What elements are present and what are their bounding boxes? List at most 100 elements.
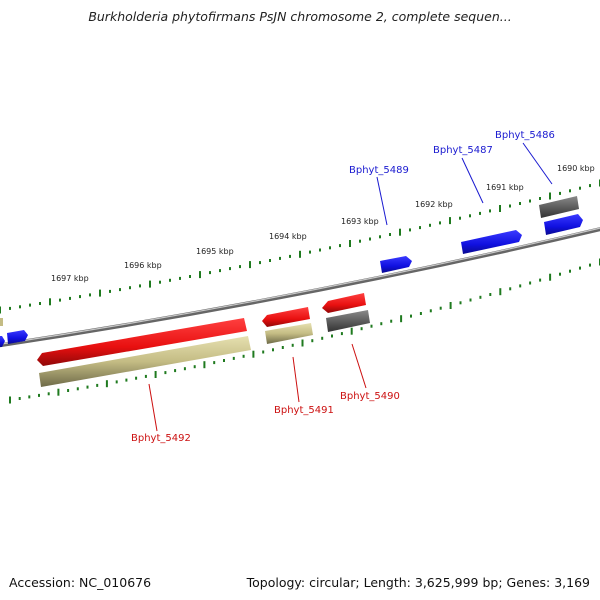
inner-tick-50 <box>499 288 502 296</box>
outer-tick-37 <box>369 237 371 241</box>
kbp-label-1692: 1692 kbp <box>415 200 453 209</box>
reverse-gene-bphyt-5492[interactable] <box>37 318 247 366</box>
outer-tick-47 <box>469 214 471 218</box>
inner-tick-30 <box>301 339 304 347</box>
inner-tick-6 <box>67 389 70 392</box>
inner-tick-58 <box>579 266 581 270</box>
kbp-label-1690: 1690 kbp <box>557 164 595 173</box>
outer-tick-57 <box>569 189 571 193</box>
inner-tick-42 <box>419 312 422 315</box>
reverse-gene-bphyt-5491[interactable] <box>262 307 310 327</box>
outer-tick-16 <box>159 280 161 284</box>
reverse-cds-bphyt-5492[interactable] <box>39 336 251 387</box>
pseudogene-bphyt-5490[interactable] <box>326 310 370 332</box>
inner-tick-54 <box>539 278 542 282</box>
khaki-fragment-left <box>0 318 3 326</box>
inner-tick-36 <box>360 327 363 331</box>
inner-tick-47 <box>469 298 472 302</box>
forward-gene-bphyt-5486[interactable] <box>544 214 583 235</box>
outer-tick-45 <box>449 217 451 225</box>
inner-tick-15 <box>154 371 157 378</box>
outer-tick-52 <box>519 202 521 205</box>
outer-tick-55 <box>549 192 551 200</box>
outer-tick-3 <box>29 303 31 307</box>
outer-tick-46 <box>459 216 461 220</box>
map-title: Burkholderia phytofirmans PsJN chromosom… <box>88 9 512 24</box>
outer-tick-2 <box>19 305 21 309</box>
leader-lines <box>148 142 553 432</box>
outer-tick-34 <box>339 244 341 248</box>
outer-tick-58 <box>579 186 581 190</box>
inner-tick-32 <box>321 336 324 340</box>
gene-label-bphyt-5486[interactable]: Bphyt_5486 <box>495 130 555 141</box>
reverse-cds-bphyt-5491[interactable] <box>265 323 313 344</box>
gene-label-bphyt-5492[interactable]: Bphyt_5492 <box>131 433 191 444</box>
inner-tick-27 <box>272 348 274 352</box>
outer-tick-12 <box>119 288 121 292</box>
outer-tick-29 <box>289 254 291 258</box>
outer-tick-42 <box>419 226 421 230</box>
gene-label-bphyt-5487[interactable]: Bphyt_5487 <box>433 145 493 156</box>
outer-tick-0 <box>0 306 1 314</box>
inner-tick-52 <box>519 284 522 288</box>
inner-tick-57 <box>569 269 571 273</box>
inner-tick-48 <box>479 295 482 299</box>
accession-text: Accession: NC_010676 <box>9 575 152 590</box>
inner-tick-33 <box>331 334 333 338</box>
outer-tick-38 <box>379 235 381 239</box>
kbp-label-1695: 1695 kbp <box>196 247 234 256</box>
outer-tick-9 <box>89 293 91 297</box>
outer-tick-56 <box>559 191 561 195</box>
outer-tick-39 <box>389 233 391 236</box>
inner-tick-21 <box>213 361 216 365</box>
inner-tick-56 <box>559 272 561 276</box>
inner-tick-31 <box>311 339 314 343</box>
forward-gene-bphyt-5487[interactable] <box>461 230 522 254</box>
inner-tick-26 <box>262 350 265 354</box>
inner-tick-59 <box>589 263 591 267</box>
outer-tick-6 <box>59 298 61 302</box>
inner-tick-23 <box>232 356 235 360</box>
outer-tick-54 <box>539 197 541 200</box>
gene-label-bphyt-5491[interactable]: Bphyt_5491 <box>274 405 334 416</box>
inner-tick-11 <box>115 380 118 384</box>
inner-tick-41 <box>410 314 412 318</box>
gene-label-bphyt-5489[interactable]: Bphyt_5489 <box>349 165 409 176</box>
kbp-label-1693: 1693 kbp <box>341 217 379 226</box>
inner-tick-9 <box>96 383 99 387</box>
kbp-label-1691: 1691 kbp <box>486 183 524 192</box>
gene-label-bphyt-5490[interactable]: Bphyt_5490 <box>340 391 400 402</box>
outer-tick-15 <box>149 280 151 288</box>
outer-tick-49 <box>489 209 491 213</box>
outer-tick-4 <box>39 302 41 305</box>
inner-tick-37 <box>370 324 373 328</box>
outer-tick-40 <box>399 228 401 236</box>
inner-tick-46 <box>459 301 462 305</box>
leader-line-bphyt-5489 <box>376 176 388 226</box>
inner-tick-39 <box>390 319 393 323</box>
outer-tick-20 <box>199 271 201 279</box>
reverse-gene-bphyt-5490[interactable] <box>322 293 366 313</box>
inner-tick-13 <box>135 376 138 380</box>
inner-tick-5 <box>57 388 60 396</box>
pseudogene-bphyt-5486[interactable] <box>539 196 579 218</box>
inner-tick-44 <box>439 306 442 310</box>
leader-line-bphyt-5491 <box>292 356 300 403</box>
outer-tick-11 <box>109 289 111 293</box>
outer-tick-53 <box>529 199 531 203</box>
forward-gene-left-edge[interactable] <box>7 330 28 344</box>
inner-tick-3 <box>38 393 40 397</box>
outer-tick-50 <box>499 205 501 212</box>
kbp-label-1697: 1697 kbp <box>51 274 89 283</box>
inner-tick-29 <box>291 343 294 347</box>
outer-tick-25 <box>249 261 251 269</box>
outer-tick-23 <box>229 267 231 271</box>
inner-tick-43 <box>429 309 432 313</box>
inner-tick-35 <box>350 327 353 335</box>
inner-tick-45 <box>449 302 452 309</box>
inner-tick-16 <box>164 371 167 375</box>
forward-gene-bphyt-5489[interactable] <box>380 256 412 273</box>
inner-tick-19 <box>193 365 196 369</box>
forward-gene-left-cut[interactable] <box>0 336 5 347</box>
